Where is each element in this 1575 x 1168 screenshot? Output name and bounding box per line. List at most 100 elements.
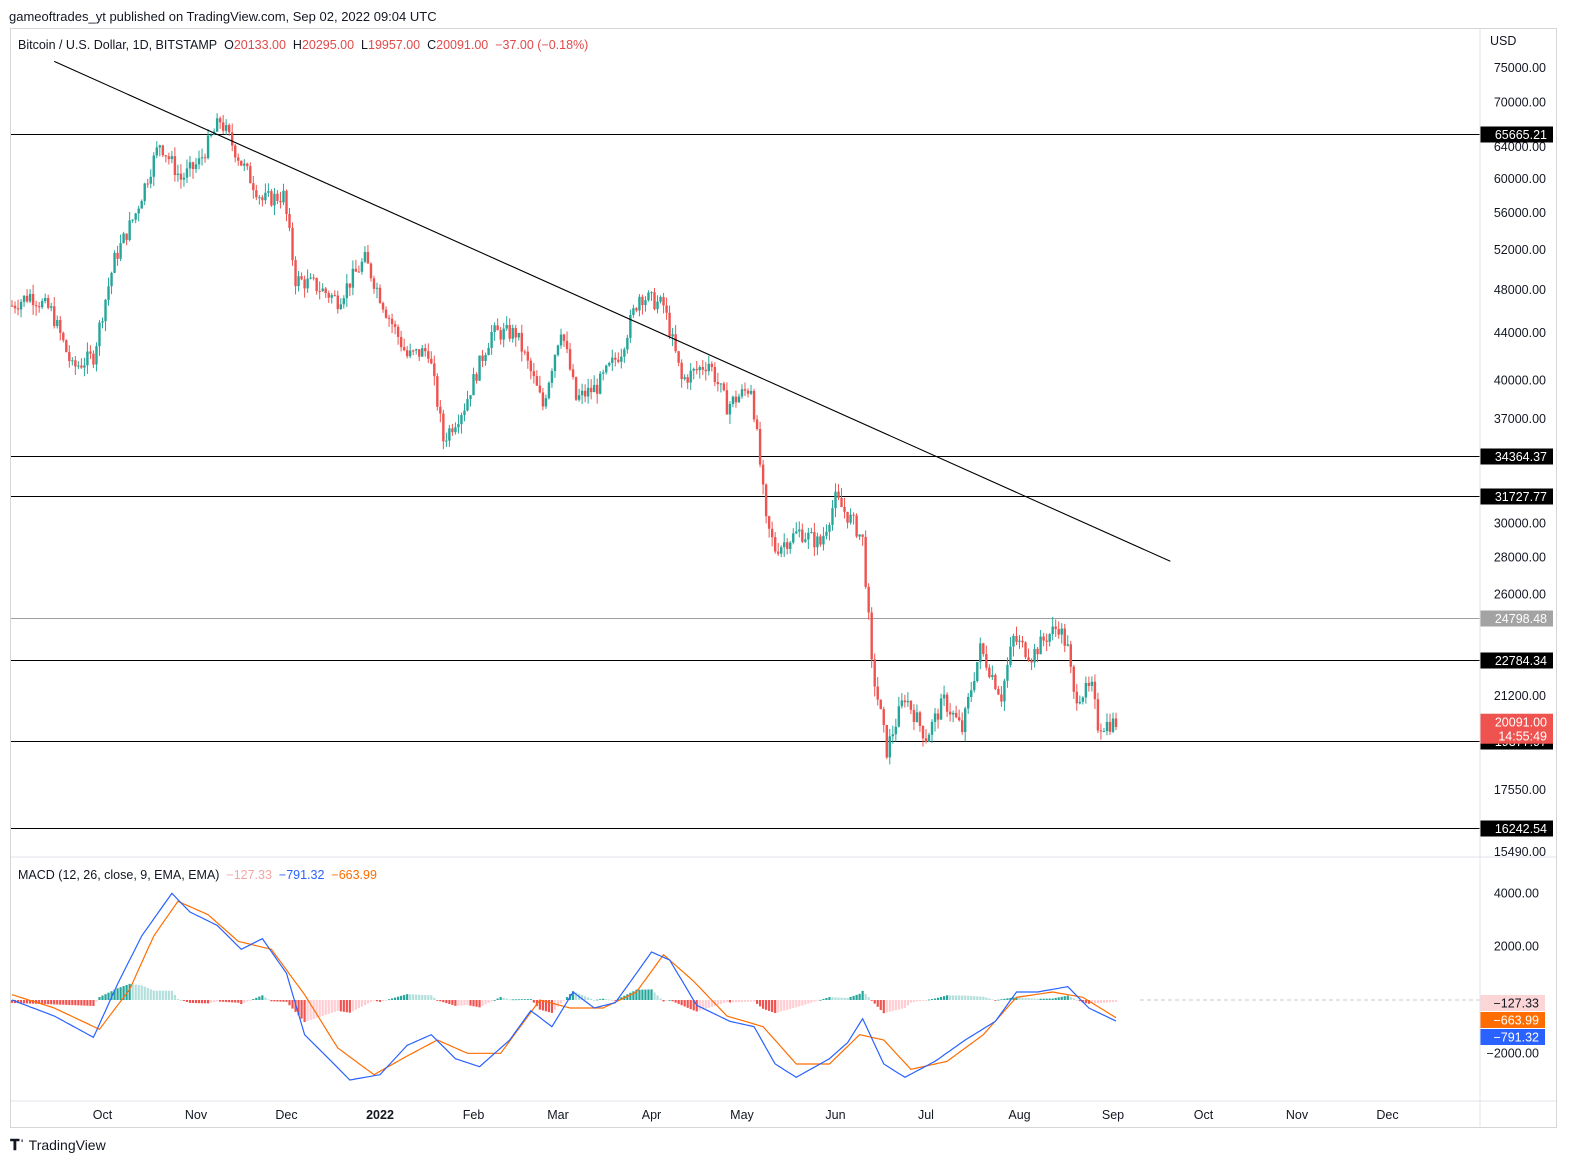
candle-body bbox=[529, 360, 533, 372]
candle-body bbox=[460, 415, 463, 425]
macd-histogram-bar bbox=[297, 1000, 300, 1016]
candle-body bbox=[1015, 635, 1018, 642]
macd-histogram-bar bbox=[315, 1000, 318, 1018]
macd-histogram-bar bbox=[668, 1000, 671, 1001]
macd-histogram-bar bbox=[1105, 1000, 1109, 1003]
macd-histogram-bar bbox=[448, 1000, 451, 1005]
candle-body bbox=[846, 511, 849, 523]
x-tick-label: Jun bbox=[825, 1108, 845, 1122]
level-tag bbox=[1480, 488, 1553, 505]
macd-histogram-bar bbox=[1078, 1000, 1081, 1002]
x-tick-label: Aug bbox=[1008, 1108, 1030, 1122]
macd-histogram-bar bbox=[511, 999, 514, 1001]
macd-histogram-bar bbox=[689, 1000, 692, 1010]
candle-body bbox=[713, 367, 717, 383]
macd-histogram-bar bbox=[740, 1000, 744, 1002]
candle-body bbox=[680, 362, 683, 380]
macd-histogram-bar bbox=[216, 1000, 219, 1002]
candle-body bbox=[402, 347, 406, 351]
candle-body bbox=[828, 524, 831, 532]
macd-histogram-bar bbox=[771, 1000, 774, 1012]
macd-title[interactable]: MACD (12, 26, close, 9, EMA, EMA) bbox=[18, 868, 220, 882]
level-tag bbox=[1480, 448, 1553, 465]
macd-histogram-bar bbox=[565, 997, 569, 1000]
candle-body bbox=[728, 404, 732, 415]
price-legend: Bitcoin / U.S. Dollar, 1D, BITSTAMP O201… bbox=[18, 38, 588, 52]
level-tags: 65665.21 34364.37 31727.77 24798.48 22784.34… bbox=[1480, 126, 1553, 837]
candle-body bbox=[25, 295, 29, 302]
candle-body bbox=[620, 356, 623, 362]
macd-histogram-bar bbox=[213, 1000, 216, 1003]
candle-body bbox=[436, 376, 439, 407]
candle-body bbox=[783, 542, 786, 548]
macd-histogram-bar bbox=[252, 999, 255, 1000]
candle-body bbox=[306, 278, 309, 289]
level-tag-label: 65665.21 bbox=[1495, 128, 1547, 142]
macd-histogram-bar bbox=[915, 1000, 919, 1002]
candle-body bbox=[152, 155, 155, 177]
candle-body bbox=[526, 351, 530, 361]
macd-histogram-bar bbox=[237, 1000, 240, 1003]
macd-histogram-bar bbox=[737, 1000, 741, 1003]
macd-histogram-bar bbox=[188, 1000, 192, 1003]
candle-body bbox=[478, 355, 481, 381]
candle-body bbox=[433, 363, 436, 377]
macd-histogram-bar bbox=[731, 1000, 735, 1003]
candle-body bbox=[891, 734, 895, 737]
macd-histogram-bar bbox=[602, 998, 605, 1000]
candle-body bbox=[795, 531, 798, 534]
candle-body bbox=[71, 360, 74, 362]
candle-body bbox=[140, 201, 143, 209]
candle-body bbox=[644, 300, 647, 306]
macd-histogram-bar bbox=[249, 1000, 252, 1001]
macd-histogram-bar bbox=[879, 1000, 882, 1011]
candle-body bbox=[514, 327, 517, 338]
candle-body bbox=[1021, 640, 1024, 643]
symbol-title[interactable]: Bitcoin / U.S. Dollar, 1D, BITSTAMP bbox=[18, 38, 218, 52]
macd-histogram-bar bbox=[430, 995, 433, 1000]
chart-frame[interactable] bbox=[10, 28, 1557, 1128]
candle-body bbox=[351, 268, 355, 288]
macd-histogram-bar bbox=[891, 1000, 894, 1011]
candle-body bbox=[508, 324, 511, 339]
candle-body bbox=[300, 276, 303, 280]
macd-histogram-bar bbox=[701, 1000, 704, 1010]
candle-body bbox=[1084, 682, 1088, 698]
x-tick-label: Feb bbox=[463, 1108, 485, 1122]
candle-body bbox=[595, 384, 599, 394]
candle-body bbox=[722, 383, 726, 391]
macd-histogram-bar bbox=[25, 1000, 29, 1004]
candle-body bbox=[523, 351, 526, 353]
macd-histogram-bar bbox=[333, 1000, 336, 1012]
macd-histogram-bar bbox=[86, 1000, 89, 1006]
macd-histogram-bar bbox=[378, 1000, 382, 1002]
candle-body bbox=[786, 542, 789, 549]
level-tag bbox=[1480, 820, 1553, 837]
macd-y-tick-label: 4000.00 bbox=[1494, 886, 1539, 900]
macd-histogram-bar bbox=[231, 1000, 234, 1003]
candle-body bbox=[1042, 636, 1045, 641]
candle-body bbox=[215, 118, 219, 132]
candle-body bbox=[776, 551, 780, 554]
candle-body bbox=[822, 535, 825, 545]
macd-histogram-bar bbox=[608, 999, 611, 1001]
candle-body bbox=[481, 355, 484, 361]
candle-body bbox=[511, 327, 514, 339]
tradingview-footer[interactable]: 𝐓ˈ TradingView bbox=[10, 1137, 106, 1154]
macd-histogram-bar bbox=[403, 994, 406, 1000]
macd-histogram-bar bbox=[559, 1000, 563, 1004]
low-value: 19957.00 bbox=[368, 38, 421, 52]
macd-histogram-bar bbox=[478, 1000, 481, 1008]
candle-body bbox=[632, 308, 635, 315]
candle-body bbox=[327, 293, 330, 298]
macd-histogram-bar bbox=[939, 996, 943, 1000]
candle-body bbox=[1036, 648, 1039, 655]
macd-histogram-bar bbox=[955, 995, 958, 1000]
macd-histogram-bar bbox=[381, 1000, 385, 1002]
candle-body bbox=[930, 721, 934, 735]
macd-histogram-bar bbox=[65, 1000, 68, 1005]
macd-histogram-bar bbox=[336, 1000, 339, 1011]
macd-histogram-bar bbox=[837, 997, 840, 1000]
candle-body bbox=[442, 413, 445, 442]
